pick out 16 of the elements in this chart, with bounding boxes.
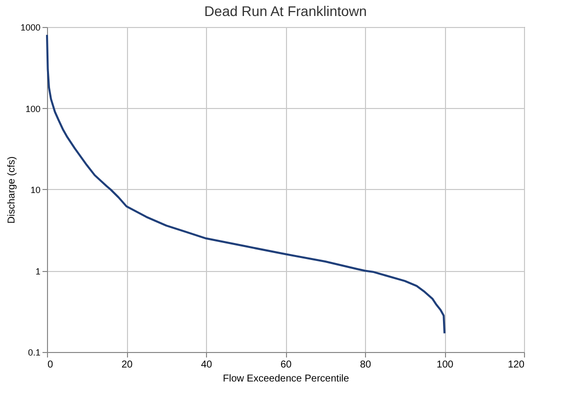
x-tick-label: 40	[200, 360, 212, 370]
x-tick-label: 20	[121, 360, 133, 370]
y-tick-label: 0.1	[28, 348, 40, 358]
chart-title: Dead Run At Franklintown	[204, 3, 367, 19]
y-tick-label: 1	[35, 266, 40, 276]
y-tick-label: 1000	[20, 22, 40, 32]
y-tick-label: 100	[25, 104, 40, 114]
y-axis-title: Discharge (cfs)	[6, 156, 18, 224]
x-axis-title: Flow Exceedence Percentile	[222, 374, 350, 384]
x-tick-label: 80	[360, 360, 372, 370]
line-series	[46, 34, 446, 334]
y-tick-label: 10	[30, 185, 40, 195]
x-tick-label: 60	[280, 360, 292, 370]
x-tick-label: 0	[48, 360, 54, 370]
x-tick-label: 120	[508, 360, 525, 370]
x-tick-label: 100	[436, 360, 454, 370]
